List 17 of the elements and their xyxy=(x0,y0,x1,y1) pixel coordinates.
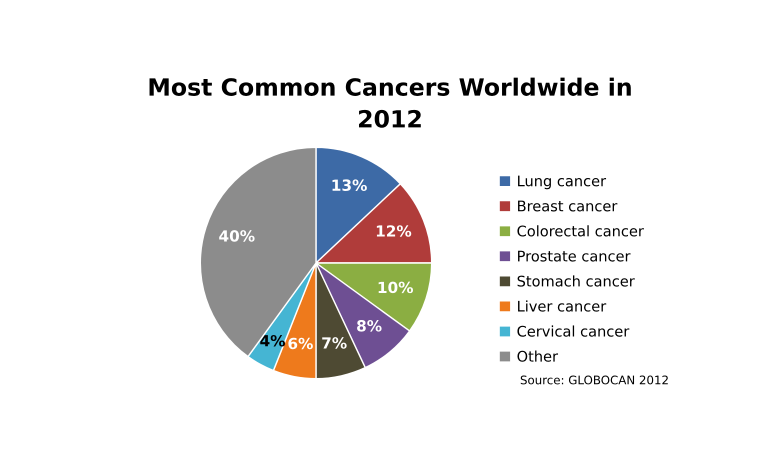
legend-label: Liver cancer xyxy=(518,300,606,312)
data-label: 6% xyxy=(288,338,313,350)
data-label: 10% xyxy=(378,282,414,294)
legend-label: Cervical cancer xyxy=(517,325,630,337)
legend-label: Lung cancer xyxy=(518,176,606,190)
data-label: 13% xyxy=(332,179,367,191)
source-note: Source: GLOBOCAN 2012 xyxy=(520,375,668,384)
data-label: 12% xyxy=(376,225,412,237)
data-label: 40% xyxy=(219,230,255,242)
chart-title: Most Common Cancers Worldwide in 2012 xyxy=(150,78,631,128)
legend-label: Breast cancer xyxy=(518,200,618,212)
legend-label: Other xyxy=(517,350,558,362)
legend-label: Stomach cancer xyxy=(518,275,635,287)
legend-label: Prostate cancer xyxy=(518,250,631,262)
data-label: 8% xyxy=(357,320,382,332)
data-label: 7% xyxy=(322,337,347,349)
legend-label: Colorectal cancer xyxy=(517,225,644,237)
